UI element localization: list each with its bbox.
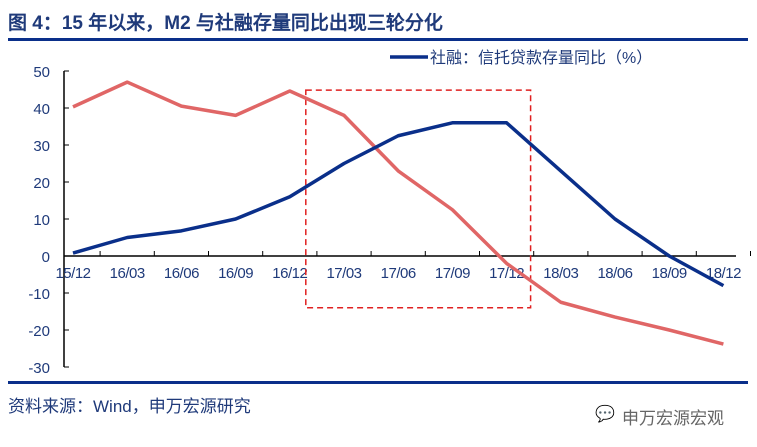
y-tick-label: 50: [33, 64, 50, 81]
chart-title: 图 4：15 年以来，M2 与社融存量同比出现三轮分化: [8, 13, 443, 34]
x-tick-label: 17/03: [326, 265, 361, 282]
title-divider: [8, 38, 748, 41]
source-note: 资料来源：Wind，申万宏源研究: [8, 397, 251, 416]
y-tick-label: -20: [28, 323, 50, 340]
highlight-box: [305, 89, 532, 309]
x-tick-label: 16/03: [110, 265, 145, 282]
y-tick-label: 10: [33, 212, 50, 229]
legend-label: 社融：信托贷款存量同比（%）: [430, 49, 652, 67]
footer-divider: [8, 381, 748, 384]
y-tick-label: 30: [33, 138, 50, 155]
x-tick-label: 17/06: [381, 265, 416, 282]
series-line-0: [72, 80, 724, 346]
y-tick-label: 0: [42, 249, 50, 266]
y-tick-label: 40: [33, 101, 50, 118]
x-tick-label: 16/12: [272, 265, 307, 282]
x-tick-label: 18/03: [543, 265, 578, 282]
x-tick-label: 16/06: [164, 265, 199, 282]
y-tick-label: 20: [33, 175, 50, 192]
x-tick-label: 16/09: [218, 265, 253, 282]
x-tick-label: 17/09: [435, 265, 470, 282]
series-line-1: [72, 121, 725, 288]
watermark: 申万宏源宏观: [622, 409, 724, 428]
x-tick-label: 18/09: [652, 265, 687, 282]
y-tick-label: -10: [28, 286, 50, 303]
x-tick-label: 18/12: [706, 265, 741, 282]
x-tick-label: 18/06: [597, 265, 632, 282]
wechat-icon: 💬: [595, 406, 615, 423]
x-tick-label: 15/12: [55, 265, 90, 282]
y-tick-label: -30: [28, 360, 50, 377]
